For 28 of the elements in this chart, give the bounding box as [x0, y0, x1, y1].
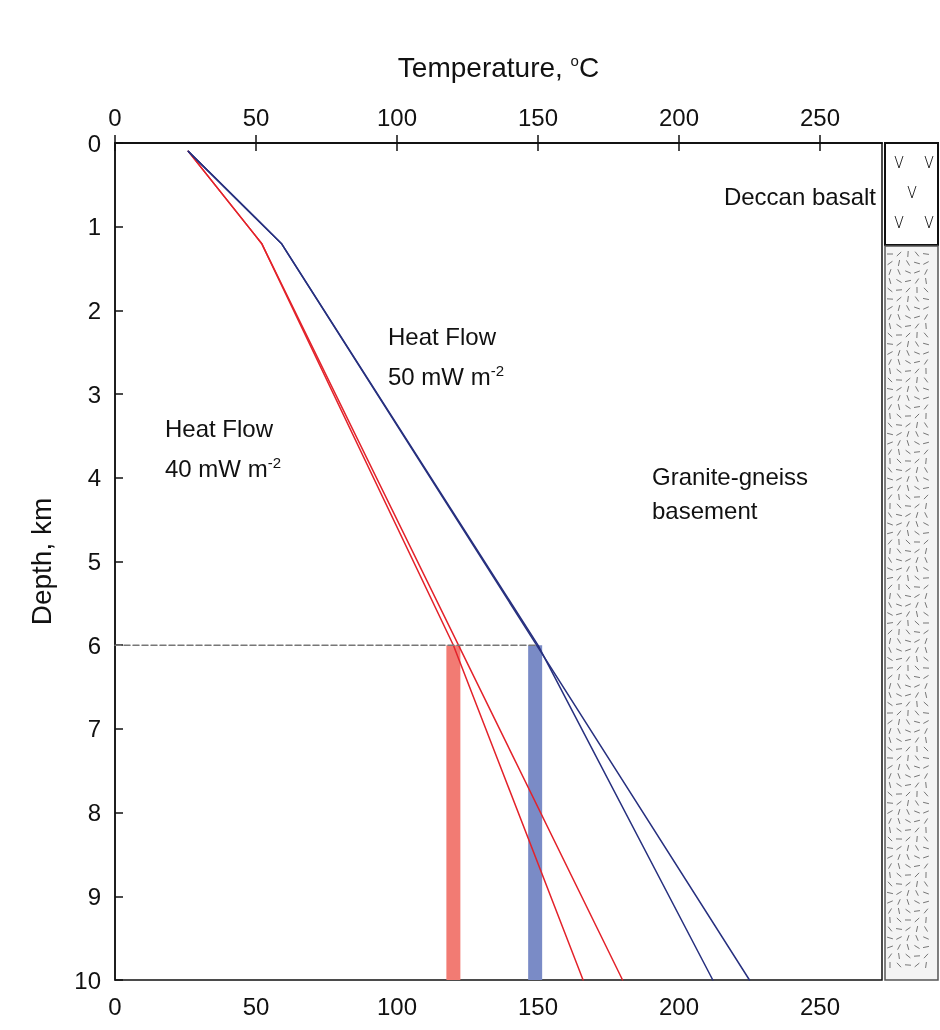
y-tick-label: 7	[87, 715, 101, 743]
y-tick-label: 4	[87, 464, 101, 492]
annotation: Granite-gneiss basement	[652, 462, 809, 526]
x-tick-label: 250	[799, 992, 840, 1020]
y-tick-label: 6	[87, 631, 101, 659]
x-tick-label: 0	[108, 992, 122, 1020]
x2-tick-label: 50	[242, 103, 270, 131]
x-tick-label: 150	[517, 992, 558, 1020]
y-tick-label: 9	[87, 882, 101, 910]
x-tick-label: 50	[242, 992, 270, 1020]
x-tick-label: 200	[658, 992, 699, 1020]
y-tick-label: 1	[87, 213, 101, 241]
y-tick-label: 5	[87, 548, 101, 575]
x2-tick-label: 0	[108, 103, 122, 131]
x2-tick-label: 100	[376, 103, 418, 131]
x2-tick-label: 200	[658, 103, 699, 131]
x2-tick-label: 150	[517, 103, 558, 131]
x2-tick-label: 250	[799, 103, 840, 131]
annotation: Deccan basalt	[723, 182, 876, 212]
annotation: Heat Flow 40 mW m$^{-2}$	[165, 414, 282, 484]
y-tick-label: 10	[74, 966, 101, 994]
x-tick-label: 100	[376, 992, 418, 1020]
y-tick-label: 2	[87, 296, 101, 324]
y-axis-title: Depth, km	[25, 497, 57, 626]
annotation: Heat Flow 50 mW m$^{-2}$	[388, 322, 505, 392]
y-tick-label: 3	[87, 380, 101, 408]
y-tick-label: 8	[87, 799, 101, 827]
y-tick-label: 0	[87, 129, 101, 157]
